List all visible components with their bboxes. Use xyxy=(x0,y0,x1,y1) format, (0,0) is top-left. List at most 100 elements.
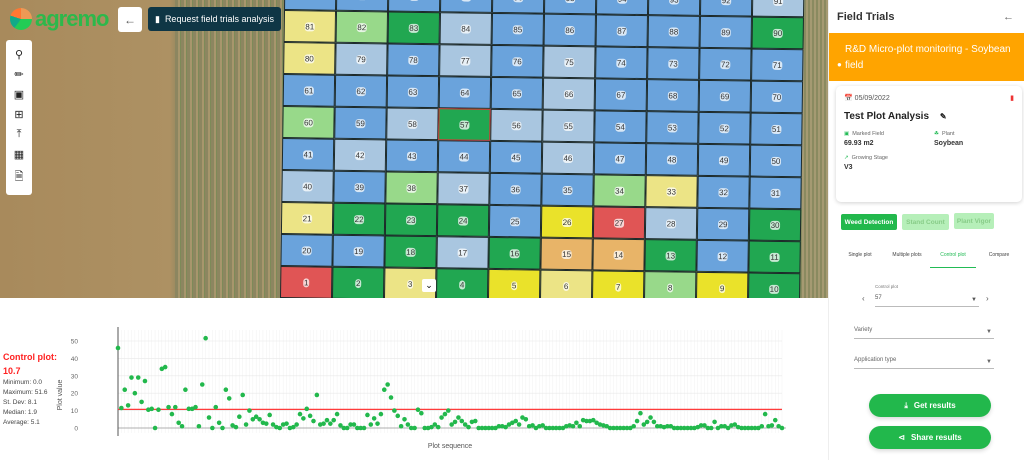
application-type-select[interactable]: Application type ▼ xyxy=(854,357,994,369)
plot-cell[interactable]: 29 xyxy=(696,207,750,241)
previous-plot-button[interactable]: ‹ xyxy=(862,294,865,303)
location-pin-icon[interactable]: ⚲ xyxy=(14,48,24,61)
chevron-down-icon[interactable]: ⌄ xyxy=(422,279,436,292)
plot-cell[interactable]: 42 xyxy=(333,138,387,172)
plot-cell[interactable]: 37 xyxy=(437,172,490,205)
plot-cell[interactable]: 82 xyxy=(335,10,389,44)
plot-cell[interactable]: 65 xyxy=(490,76,544,110)
plot-cell[interactable]: 14 xyxy=(592,238,645,272)
plot-cell[interactable]: 31 xyxy=(749,176,802,210)
plot-cell[interactable]: 51 xyxy=(750,112,803,146)
edit-icon[interactable]: ✎ xyxy=(939,112,947,121)
field-banner[interactable]: ● R&D Micro-plot monitoring - Soybean fie… xyxy=(829,33,1024,81)
tab-multiple-plots[interactable]: Multiple plots xyxy=(892,252,922,258)
back-button[interactable]: ← xyxy=(118,7,142,32)
plot-grid[interactable]: 1009998979695949392918182838485868788899… xyxy=(280,0,805,298)
plot-cell[interactable]: 44 xyxy=(437,140,491,173)
plot-cell[interactable]: 30 xyxy=(748,208,802,242)
plot-cell[interactable]: 63 xyxy=(386,75,440,109)
plot-cell[interactable]: 50 xyxy=(749,144,803,178)
export-file-icon[interactable]: 🗎 xyxy=(14,171,24,184)
plot-value-chart[interactable]: 0 10 20 30 40 50 Plot value Plot sequence xyxy=(50,325,790,455)
plot-cell[interactable]: 41 xyxy=(281,138,335,171)
plot-cell[interactable]: 40 xyxy=(281,170,334,203)
plot-cell[interactable]: 91 xyxy=(751,0,805,18)
plot-cell[interactable]: 27 xyxy=(592,206,646,240)
plot-cell[interactable]: 67 xyxy=(594,78,648,112)
plot-cell[interactable]: 4 xyxy=(435,268,489,298)
grid-icon[interactable]: ⊞ xyxy=(14,108,24,121)
plot-cell[interactable]: 45 xyxy=(489,140,543,174)
ruler-icon[interactable]: ✏ xyxy=(14,68,24,81)
delete-icon[interactable]: ▮ xyxy=(1010,95,1014,102)
plot-cell[interactable]: 19 xyxy=(332,234,385,268)
variety-select[interactable]: Variety ▼ xyxy=(854,327,994,339)
plot-cell[interactable]: 46 xyxy=(541,141,595,175)
plot-cell[interactable]: 71 xyxy=(751,48,804,82)
plot-cell[interactable]: 18 xyxy=(384,235,437,269)
plot-cell[interactable]: 1 xyxy=(280,266,333,298)
plot-cell[interactable]: 16 xyxy=(488,236,541,270)
plot-cell[interactable]: 87 xyxy=(595,14,648,48)
tab-control-plot[interactable]: Control plot xyxy=(930,252,976,268)
plot-cell[interactable]: 52 xyxy=(698,111,751,145)
tab-plant-vigor[interactable]: Plant Vigor xyxy=(954,213,994,229)
plot-cell[interactable]: 58 xyxy=(386,107,439,141)
plot-cell[interactable]: 92 xyxy=(699,0,753,17)
plot-cell[interactable]: 95 xyxy=(543,0,597,15)
plot-cell[interactable]: 72 xyxy=(699,47,752,81)
plot-cell[interactable]: 28 xyxy=(644,207,698,240)
plot-cell[interactable]: 36 xyxy=(489,172,542,206)
plot-cell[interactable]: 10 xyxy=(747,272,801,298)
plot-cell[interactable]: 21 xyxy=(280,202,334,235)
plot-cell[interactable]: 49 xyxy=(697,143,751,177)
plot-cell[interactable]: 54 xyxy=(594,110,647,144)
tab-compare[interactable]: Compare xyxy=(988,252,1010,258)
plot-cell[interactable]: 89 xyxy=(699,15,752,49)
tab-stand-count[interactable]: Stand Count xyxy=(902,214,949,230)
image-map-icon[interactable]: ▦ xyxy=(13,149,25,162)
plot-cell[interactable]: 75 xyxy=(543,45,596,79)
plot-cell[interactable]: 76 xyxy=(491,44,544,78)
plot-cell[interactable]: 61 xyxy=(282,74,336,107)
plot-cell[interactable]: 22 xyxy=(332,202,386,236)
plot-cell[interactable]: 94 xyxy=(595,0,649,16)
plot-cell[interactable]: 55 xyxy=(542,109,595,143)
plot-cell[interactable]: 73 xyxy=(647,47,700,80)
plot-cell[interactable]: 43 xyxy=(385,139,439,173)
plot-cell[interactable]: 47 xyxy=(593,142,647,176)
plot-cell[interactable]: 96 xyxy=(492,0,545,14)
plot-cell[interactable]: 23 xyxy=(384,203,438,237)
control-plot-select[interactable]: 57 ▼ xyxy=(875,295,979,307)
plot-cell[interactable]: 20 xyxy=(280,234,333,267)
plot-cell[interactable]: 13 xyxy=(644,239,697,272)
tab-single-plot[interactable]: Single plot xyxy=(848,252,872,258)
plot-cell[interactable]: 32 xyxy=(697,175,750,209)
plot-cell[interactable]: 26 xyxy=(540,205,594,239)
plot-cell[interactable]: 56 xyxy=(490,108,543,142)
plot-cell[interactable]: 69 xyxy=(698,79,752,113)
plot-cell[interactable]: 6 xyxy=(539,269,593,298)
plot-cell[interactable]: 83 xyxy=(387,11,441,45)
plot-cell[interactable]: 78 xyxy=(387,43,440,77)
plot-cell[interactable]: 12 xyxy=(696,239,749,273)
plot-cell[interactable]: 7 xyxy=(591,270,645,298)
plot-cell[interactable]: 68 xyxy=(646,79,700,112)
plot-cell[interactable]: 70 xyxy=(750,80,804,114)
plot-cell[interactable]: 64 xyxy=(438,76,492,109)
plot-cell[interactable]: 90 xyxy=(751,16,804,50)
plot-cell[interactable]: 57 xyxy=(438,108,491,141)
plot-cell[interactable]: 93 xyxy=(647,0,701,16)
plot-cell[interactable]: 8 xyxy=(643,271,697,298)
plot-cell[interactable]: 5 xyxy=(487,268,541,298)
plot-cell[interactable]: 53 xyxy=(646,111,699,144)
get-results-button[interactable]: ⤓ Get results xyxy=(869,394,991,417)
plot-cell[interactable]: 34 xyxy=(593,174,646,208)
plot-cell[interactable]: 38 xyxy=(385,171,438,205)
plot-cell[interactable]: 97 xyxy=(440,0,493,13)
map-view[interactable]: 1009998979695949392918182838485868788899… xyxy=(0,0,828,298)
plot-cell[interactable]: 86 xyxy=(543,13,596,47)
plot-cell[interactable]: 11 xyxy=(748,240,801,274)
plot-cell[interactable]: 48 xyxy=(645,143,699,176)
plot-cell[interactable]: 81 xyxy=(283,10,337,43)
